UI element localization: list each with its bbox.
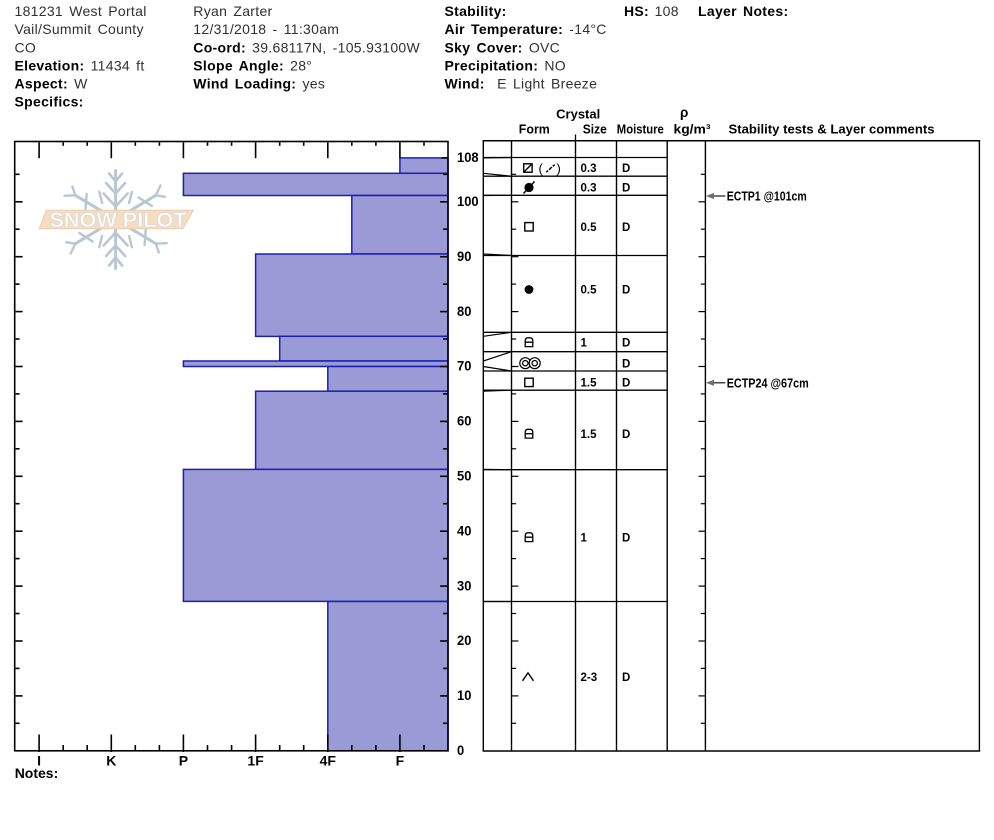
svg-text:10: 10 bbox=[457, 687, 472, 703]
svg-text:50: 50 bbox=[457, 468, 472, 484]
svg-text:D: D bbox=[622, 285, 630, 297]
svg-text:Wind: E Light Breeze: Wind: E Light Breeze bbox=[445, 76, 598, 92]
svg-text:70: 70 bbox=[457, 358, 472, 374]
svg-text:1: 1 bbox=[581, 338, 588, 350]
svg-text:CO: CO bbox=[15, 39, 37, 55]
svg-text:Vail/Summit County: Vail/Summit County bbox=[15, 21, 144, 37]
svg-text:40: 40 bbox=[457, 522, 472, 538]
svg-text:Aspect: W: Aspect: W bbox=[15, 76, 89, 92]
svg-text:HS:: HS: bbox=[624, 3, 649, 19]
svg-text:Elevation: 11434 ft: Elevation: 11434 ft bbox=[15, 57, 145, 73]
svg-text:80: 80 bbox=[457, 303, 472, 319]
svg-text:1.5: 1.5 bbox=[581, 429, 598, 441]
svg-text:Co-ord: 39.68117N, -105.93100W: Co-ord: 39.68117N, -105.93100W bbox=[193, 39, 420, 55]
svg-text:0.3: 0.3 bbox=[581, 163, 597, 175]
svg-text:D: D bbox=[622, 163, 630, 175]
svg-text:D: D bbox=[622, 672, 630, 684]
svg-text:108: 108 bbox=[457, 149, 479, 165]
svg-text:Specifics:: Specifics: bbox=[15, 94, 84, 110]
svg-text:1.5: 1.5 bbox=[581, 378, 598, 390]
svg-text:90: 90 bbox=[457, 248, 472, 264]
svg-text:K: K bbox=[106, 753, 116, 769]
svg-text:1: 1 bbox=[581, 533, 588, 545]
svg-text:20: 20 bbox=[457, 632, 472, 648]
svg-text:0.5: 0.5 bbox=[581, 285, 598, 297]
svg-text:ECTP24 @67cm: ECTP24 @67cm bbox=[727, 376, 809, 390]
svg-text:Slope Angle: 28°: Slope Angle: 28° bbox=[193, 57, 312, 73]
svg-text:D: D bbox=[622, 533, 630, 545]
svg-text:181231 West Portal: 181231 West Portal bbox=[15, 3, 147, 19]
svg-text:D: D bbox=[622, 378, 630, 390]
svg-text:100: 100 bbox=[457, 193, 479, 209]
svg-text:60: 60 bbox=[457, 413, 472, 429]
svg-text:0: 0 bbox=[457, 742, 464, 758]
svg-text:P: P bbox=[179, 753, 188, 769]
svg-text:4F: 4F bbox=[320, 753, 337, 769]
svg-text:30: 30 bbox=[457, 577, 472, 593]
svg-text:0.5: 0.5 bbox=[581, 222, 598, 234]
svg-text:Form: Form bbox=[519, 123, 550, 137]
svg-text:Size: Size bbox=[583, 123, 607, 137]
svg-text:D: D bbox=[622, 183, 630, 195]
svg-text:SNOW PILOT: SNOW PILOT bbox=[50, 208, 187, 232]
svg-text:Air Temperature: -14°C: Air Temperature: -14°C bbox=[445, 21, 607, 37]
svg-text:2-3: 2-3 bbox=[581, 672, 598, 684]
svg-text:D: D bbox=[622, 429, 630, 441]
svg-text:Stability:: Stability: bbox=[445, 3, 507, 19]
svg-text:12/31/2018 - 11:30am: 12/31/2018 - 11:30am bbox=[193, 21, 339, 37]
svg-text:Notes:: Notes: bbox=[15, 765, 59, 781]
svg-text:kg/m³: kg/m³ bbox=[674, 123, 711, 137]
svg-text:D: D bbox=[622, 222, 630, 234]
svg-text:Stability tests & Layer commen: Stability tests & Layer comments bbox=[729, 123, 935, 137]
svg-text:Crystal: Crystal bbox=[556, 108, 600, 122]
svg-text:): ) bbox=[557, 161, 561, 176]
svg-text:Precipitation: NO: Precipitation: NO bbox=[445, 57, 566, 73]
svg-text:0.3: 0.3 bbox=[581, 183, 597, 195]
svg-text:D: D bbox=[622, 338, 630, 350]
svg-text:Layer Notes:: Layer Notes: bbox=[698, 3, 788, 19]
svg-text:D: D bbox=[622, 358, 630, 370]
svg-text:I: I bbox=[37, 753, 41, 769]
svg-text:F: F bbox=[396, 753, 405, 769]
svg-text:108: 108 bbox=[655, 3, 679, 19]
svg-text:ECTP1 @101cm: ECTP1 @101cm bbox=[727, 190, 807, 204]
svg-text:(: ( bbox=[539, 161, 544, 176]
svg-text:Ryan Zarter: Ryan Zarter bbox=[193, 3, 272, 19]
svg-text:1F: 1F bbox=[247, 753, 264, 769]
svg-text:Sky Cover: OVC: Sky Cover: OVC bbox=[445, 39, 561, 55]
svg-text:Wind Loading: yes: Wind Loading: yes bbox=[193, 76, 325, 92]
svg-text:ρ: ρ bbox=[680, 105, 688, 120]
svg-text:Moisture: Moisture bbox=[617, 123, 664, 137]
